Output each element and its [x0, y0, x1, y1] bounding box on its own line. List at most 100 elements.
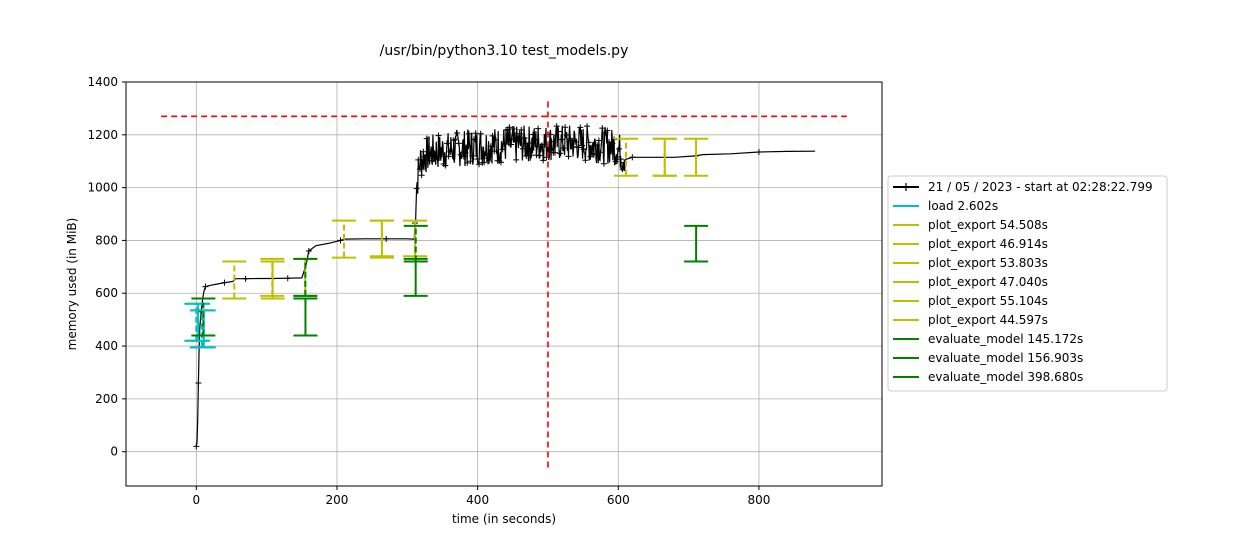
memory-marker — [476, 161, 483, 168]
y-tick-label: 1200 — [87, 128, 118, 142]
memory-marker — [541, 141, 548, 148]
memory-marker — [489, 132, 496, 139]
memory-marker — [487, 143, 494, 150]
memory-marker — [572, 138, 579, 145]
memory-marker — [584, 123, 591, 130]
memory-marker — [616, 145, 623, 152]
legend-label: plot_export 53.803s — [928, 256, 1048, 270]
legend-item: load 2.602s — [893, 199, 998, 213]
memory-marker — [491, 148, 498, 155]
memory-marker — [580, 146, 587, 153]
memory-marker — [467, 158, 474, 165]
memory-marker — [538, 143, 545, 150]
legend-label: plot_export 55.104s — [928, 294, 1048, 308]
legend-item: plot_export 53.803s — [893, 256, 1048, 270]
memory-marker — [442, 162, 449, 169]
memory-marker — [449, 148, 456, 155]
x-tick-label: 0 — [193, 493, 201, 507]
tick-layer: 0 200 400 600 800 0 200 400 600 800 1000 1200 1400 — [87, 75, 770, 507]
memory-marker — [614, 153, 621, 160]
memory-marker — [530, 131, 537, 138]
legend-item: plot_export 46.914s — [893, 237, 1048, 251]
bracket-plot-export — [652, 137, 709, 177]
memory-marker — [415, 156, 422, 163]
y-tick-label: 800 — [95, 233, 118, 247]
memory-marker — [587, 153, 594, 160]
memory-marker — [420, 148, 427, 155]
memory-marker — [462, 150, 469, 157]
memory-marker — [202, 283, 209, 290]
memory-marker — [524, 147, 531, 154]
memory-marker — [560, 145, 567, 152]
memory-marker — [242, 275, 249, 282]
memory-marker — [523, 153, 530, 159]
memory-marker — [619, 166, 626, 173]
bracket-evaluate-model — [293, 257, 428, 297]
legend-item: evaluate_model 398.680s — [893, 370, 1083, 384]
memory-marker — [595, 137, 602, 144]
x-axis-label: time (in seconds) — [452, 512, 556, 526]
memory-marker — [470, 136, 477, 143]
chart-title: /usr/bin/python3.10 test_models.py — [380, 43, 629, 59]
memory-marker — [511, 136, 518, 143]
y-tick-label: 1400 — [87, 75, 118, 89]
memory-marker — [557, 150, 564, 157]
memory-marker — [428, 157, 435, 164]
bracket-layer — [184, 137, 709, 349]
y-tick-label: 400 — [95, 339, 118, 353]
legend-label: plot_export 54.508s — [928, 218, 1048, 232]
memory-marker — [477, 130, 484, 137]
bracket-evaluate-model — [191, 297, 318, 337]
memory-marker — [465, 130, 472, 137]
memory-marker — [519, 145, 526, 152]
x-tick-label: 200 — [326, 493, 349, 507]
memory-marker — [221, 279, 228, 286]
legend-label: plot_export 44.597s — [928, 313, 1048, 327]
memory-marker — [578, 142, 585, 149]
legend-label: evaluate_model 145.172s — [928, 332, 1083, 346]
memory-marker — [195, 380, 202, 387]
memory-marker — [501, 140, 508, 147]
memory-marker — [607, 148, 614, 155]
memory-marker — [605, 139, 612, 145]
memory-marker — [193, 443, 200, 450]
memory-marker — [460, 153, 467, 160]
legend-item: plot_export 44.597s — [893, 313, 1048, 327]
memory-marker — [497, 159, 504, 166]
memory-marker — [443, 140, 450, 147]
memory-marker — [486, 157, 493, 164]
memory-marker — [536, 152, 543, 159]
memory-marker — [492, 137, 499, 144]
memory-marker — [508, 141, 515, 148]
memory-marker — [617, 156, 624, 163]
memory-marker — [438, 151, 445, 158]
memory-marker — [518, 126, 525, 133]
legend-item: plot_export 54.508s — [893, 218, 1048, 232]
memory-marker — [305, 247, 312, 254]
memory-marker — [422, 153, 429, 160]
memory-marker — [337, 237, 344, 244]
memory-marker — [433, 154, 440, 161]
legend: 21 / 05 / 2023 - start at 02:28:22.799 lo… — [887, 175, 1168, 392]
memory-marker — [590, 151, 597, 158]
memory-marker — [418, 172, 425, 179]
x-tick-label: 600 — [607, 493, 630, 507]
bracket-evaluate-model — [403, 224, 709, 263]
memory-marker — [577, 124, 584, 131]
legend-label: evaluate_model 398.680s — [928, 370, 1083, 384]
memory-marker — [474, 155, 481, 162]
memory-marker — [528, 152, 535, 159]
memory-marker — [553, 123, 560, 130]
memory-marker — [604, 127, 611, 134]
memory-marker — [594, 142, 601, 149]
memory-marker — [565, 153, 572, 160]
memory-marker — [551, 149, 558, 156]
legend-label: plot_export 47.040s — [928, 275, 1048, 289]
memory-marker — [413, 185, 420, 192]
memory-marker — [575, 144, 582, 151]
legend-label: plot_export 46.914s — [928, 237, 1048, 251]
y-tick-label: 200 — [95, 392, 118, 406]
series-layer — [193, 123, 816, 450]
memory-marker — [509, 126, 516, 133]
memory-marker — [548, 138, 555, 145]
